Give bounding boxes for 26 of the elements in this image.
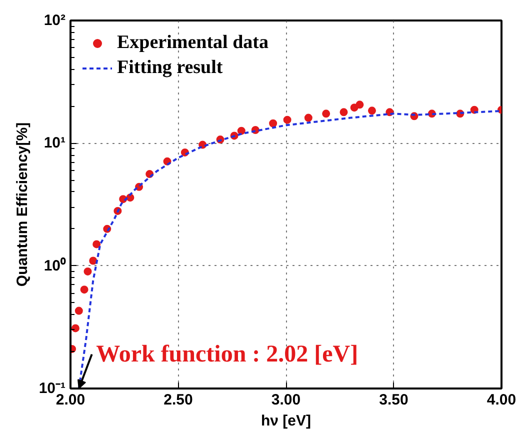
legend-label: Fitting result bbox=[117, 57, 223, 79]
x-axis-title: hν [eV] bbox=[260, 412, 312, 430]
point bbox=[237, 126, 246, 135]
x-tick-label: 4.00 bbox=[486, 392, 516, 408]
point bbox=[368, 106, 376, 115]
y-tick-label: 10⁰ bbox=[44, 256, 66, 274]
x-tick-label: 3.00 bbox=[271, 392, 301, 408]
point bbox=[89, 256, 98, 265]
point bbox=[269, 119, 278, 128]
point bbox=[71, 324, 80, 332]
y-tick-label: 10² bbox=[44, 12, 66, 29]
point bbox=[356, 100, 364, 109]
point bbox=[80, 286, 88, 294]
point bbox=[74, 306, 83, 315]
y-axis-title: Quantum Efficiency[%] bbox=[14, 122, 31, 287]
annotation: Work function : 2.02 [eV] bbox=[96, 341, 358, 368]
point bbox=[304, 114, 312, 122]
point bbox=[84, 267, 92, 276]
legend-label: Experimental data bbox=[117, 32, 268, 54]
point bbox=[92, 240, 101, 248]
point bbox=[340, 108, 348, 116]
x-tick-label: 2.50 bbox=[164, 392, 193, 408]
x-tick-label: 3.50 bbox=[379, 392, 408, 408]
point bbox=[283, 116, 292, 124]
point bbox=[322, 110, 330, 118]
y-tick-label: 10¹ bbox=[44, 134, 66, 152]
